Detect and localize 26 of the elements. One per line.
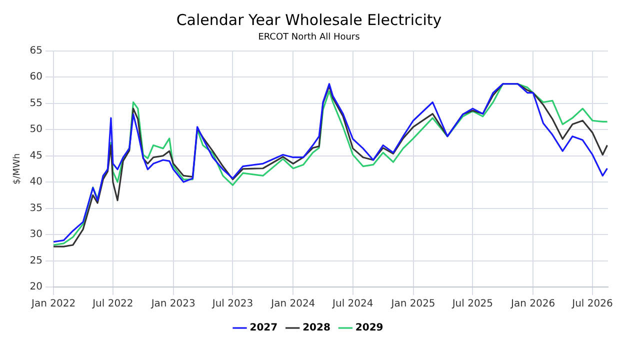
x-tick-label: Jan 2024 — [270, 298, 316, 310]
y-tick-label: 55 — [30, 98, 43, 109]
y-tick-label: 35 — [30, 202, 43, 214]
y-tick-label: 50 — [30, 124, 43, 136]
x-tick-label: Jul 2022 — [92, 298, 134, 310]
legend-label: 2028 — [302, 322, 330, 334]
legend-label: 2027 — [250, 322, 278, 334]
x-tick-label: Jan 2022 — [30, 298, 76, 310]
x-tick-label: Jul 2023 — [211, 298, 254, 310]
y-tick-label: 20 — [30, 282, 43, 293]
x-tick-label: Jul 2024 — [332, 298, 374, 310]
y-tick-label: 45 — [30, 150, 43, 162]
y-tick-label: 40 — [30, 176, 43, 188]
y-tick-label: 65 — [30, 45, 43, 56]
x-tick-label: Jan 2023 — [150, 298, 196, 310]
legend-label: 2029 — [355, 322, 384, 334]
x-tick-label: Jul 2025 — [451, 298, 494, 310]
y-axis-title: $/MWh — [12, 153, 23, 184]
chart-title: Calendar Year Wholesale Electricity — [176, 10, 442, 29]
y-tick-label: 60 — [30, 72, 43, 83]
x-tick-label: Jul 2026 — [571, 298, 613, 310]
x-tick-label: Jan 2025 — [390, 298, 436, 310]
y-tick-label: 30 — [30, 229, 43, 240]
chart-subtitle: ERCOT North All Hours — [258, 32, 360, 43]
x-tick-label: Jan 2026 — [510, 298, 556, 310]
y-tick-label: 25 — [30, 255, 43, 266]
